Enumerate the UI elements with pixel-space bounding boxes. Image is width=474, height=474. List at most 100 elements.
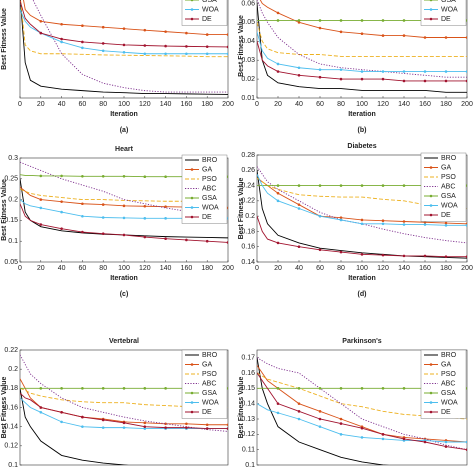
legend-label: WOA	[202, 204, 219, 211]
marker	[101, 216, 105, 219]
legend-label: ABC	[441, 183, 455, 190]
series-line	[20, 388, 129, 465]
y-tick-label: 0.25	[4, 176, 18, 183]
marker	[81, 230, 84, 234]
marker	[444, 70, 448, 73]
marker	[360, 436, 364, 439]
x-tick-label: 80	[337, 265, 345, 272]
legend-marker	[429, 213, 433, 217]
marker	[381, 19, 385, 22]
marker	[360, 218, 364, 222]
legend-marker	[190, 0, 194, 2]
y-tick-label: 0.15	[241, 385, 255, 392]
y-tick-label: 0.1	[8, 238, 18, 245]
panel-label: (b)	[358, 127, 367, 134]
y-axis-label: Best Fitness Value	[1, 8, 8, 70]
legend-label: WOA	[202, 6, 219, 13]
marker	[276, 402, 280, 405]
marker	[101, 426, 105, 429]
marker	[122, 50, 126, 54]
y-tick-label: 0.2	[8, 196, 18, 203]
marker	[39, 406, 43, 409]
marker	[444, 36, 448, 39]
x-tick-label: 120	[139, 265, 151, 272]
marker	[164, 387, 167, 390]
x-tick-label: 160	[181, 101, 193, 108]
marker	[276, 70, 280, 73]
marker	[465, 224, 467, 227]
marker	[81, 214, 84, 218]
marker	[360, 426, 364, 430]
x-tick-label: 80	[99, 101, 107, 108]
marker	[122, 216, 126, 220]
marker	[226, 427, 228, 430]
y-tick-label: 0.04	[241, 38, 255, 45]
marker	[122, 426, 126, 429]
x-tick-label: 200	[461, 265, 473, 272]
legend-label: BRO	[202, 352, 218, 359]
legend-marker	[429, 363, 433, 366]
x-tick-label: 80	[337, 101, 345, 108]
legend-box	[420, 0, 467, 26]
y-axis-label: Best Fitness Value	[238, 376, 245, 438]
marker	[318, 214, 322, 218]
x-tick-label: 100	[118, 265, 130, 272]
marker	[81, 425, 84, 428]
marker	[318, 184, 322, 187]
marker	[381, 77, 385, 81]
marker	[360, 19, 364, 22]
marker	[465, 79, 467, 83]
legend-label: PSO	[441, 174, 456, 181]
x-tick-label: 160	[419, 101, 431, 108]
marker	[101, 175, 105, 178]
marker	[101, 232, 105, 236]
marker	[360, 70, 364, 73]
legend-label: GA	[441, 361, 451, 368]
legend-label: DE	[202, 214, 212, 221]
marker	[318, 417, 322, 421]
legend-marker	[190, 17, 194, 21]
marker	[381, 184, 385, 187]
x-tick-label: 160	[181, 265, 193, 272]
panel-label: (a)	[120, 127, 129, 134]
x-tick-label: 40	[58, 101, 66, 108]
x-tick-label: 0	[18, 101, 22, 108]
legend-marker	[429, 8, 433, 11]
marker	[276, 11, 280, 15]
marker	[143, 175, 147, 179]
legend-label: GA	[202, 166, 212, 173]
x-tick-label: 180	[440, 101, 452, 108]
marker	[276, 184, 280, 187]
marker	[143, 421, 147, 425]
legend-marker	[429, 410, 433, 414]
x-tick-label: 20	[274, 265, 282, 272]
legend-marker	[190, 391, 194, 395]
marker	[39, 20, 43, 23]
marker	[101, 42, 105, 45]
marker	[122, 27, 126, 30]
x-tick-label: 60	[79, 265, 87, 272]
series-line	[257, 0, 467, 78]
marker	[164, 422, 167, 426]
marker	[143, 28, 147, 32]
marker	[381, 70, 385, 73]
marker	[465, 255, 467, 258]
marker	[318, 19, 322, 22]
marker	[381, 433, 385, 436]
marker	[39, 387, 43, 390]
marker	[81, 387, 84, 390]
marker	[164, 30, 167, 33]
marker	[185, 238, 188, 242]
marker	[339, 19, 343, 22]
marker	[226, 45, 228, 49]
marker	[360, 222, 364, 226]
x-tick-label: 40	[295, 265, 303, 272]
legend-marker	[190, 410, 194, 414]
series-line	[257, 22, 467, 57]
y-tick-label: 0.11	[242, 447, 255, 454]
marker	[122, 233, 126, 237]
marker	[297, 203, 301, 206]
marker	[444, 440, 448, 444]
marker	[81, 175, 84, 178]
legend-marker	[429, 0, 433, 2]
